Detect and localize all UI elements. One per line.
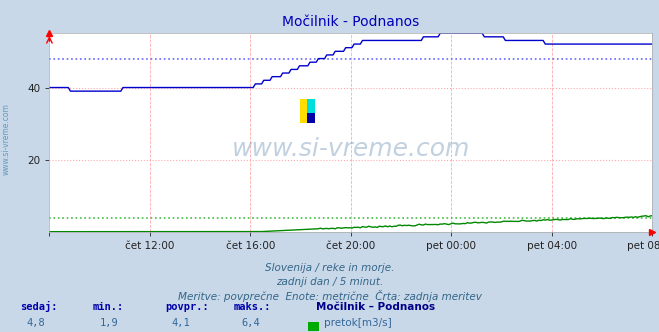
Text: povpr.:: povpr.: (165, 302, 208, 312)
Text: sedaj:: sedaj: (20, 301, 57, 312)
Text: 4,8: 4,8 (27, 318, 45, 328)
Title: Močilnik - Podnanos: Močilnik - Podnanos (282, 15, 420, 29)
Text: Močilnik – Podnanos: Močilnik – Podnanos (316, 302, 436, 312)
Text: min.:: min.: (92, 302, 123, 312)
Bar (307, 99, 315, 113)
Text: Slovenija / reke in morje.: Slovenija / reke in morje. (265, 263, 394, 273)
Text: www.si-vreme.com: www.si-vreme.com (232, 137, 470, 161)
Text: maks.:: maks.: (234, 302, 272, 312)
Text: zadnji dan / 5 minut.: zadnji dan / 5 minut. (276, 277, 383, 287)
Text: www.si-vreme.com: www.si-vreme.com (2, 104, 11, 175)
Text: pretok[m3/s]: pretok[m3/s] (324, 318, 392, 328)
Text: Meritve: povprečne  Enote: metrične  Črta: zadnja meritev: Meritve: povprečne Enote: metrične Črta:… (177, 290, 482, 302)
Bar (300, 99, 307, 123)
Text: 1,9: 1,9 (100, 318, 118, 328)
Text: 4,1: 4,1 (172, 318, 190, 328)
Bar (307, 113, 315, 123)
Text: 6,4: 6,4 (241, 318, 260, 328)
